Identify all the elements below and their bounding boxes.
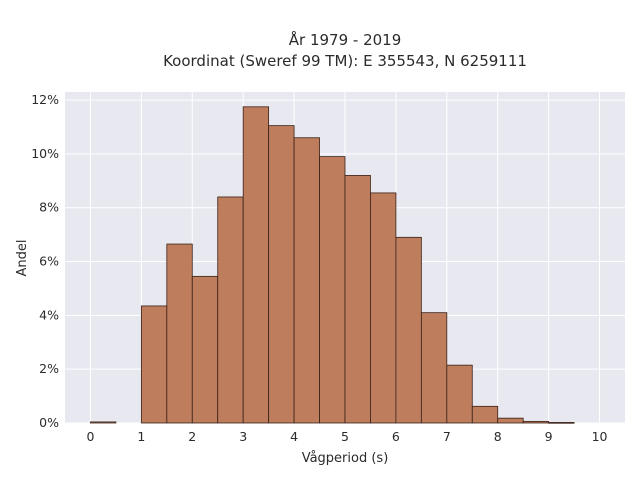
x-tick-label: 4 xyxy=(290,429,298,444)
x-tick-label: 0 xyxy=(86,429,94,444)
y-tick-label: 10% xyxy=(31,146,59,161)
histogram-bar xyxy=(90,421,117,424)
x-axis-label: Vågperiod (s) xyxy=(302,451,389,466)
histogram-bar xyxy=(522,420,550,424)
histogram-bar xyxy=(446,364,473,424)
histogram-bar xyxy=(420,312,448,424)
x-tick-label: 6 xyxy=(392,429,400,444)
histogram-bar xyxy=(166,243,193,424)
x-tick-label: 9 xyxy=(545,429,553,444)
histogram-bar xyxy=(344,175,371,424)
histogram-bar xyxy=(268,125,295,424)
x-tick-label: 2 xyxy=(188,429,196,444)
y-tick-label: 2% xyxy=(39,361,59,376)
y-tick-label: 8% xyxy=(39,200,59,215)
y-axis-label: Andel xyxy=(15,240,30,277)
x-tick-label: 5 xyxy=(341,429,349,444)
histogram-bar xyxy=(497,417,524,424)
chart-subtitle: Koordinat (Sweref 99 TM): E 355543, N 62… xyxy=(163,52,527,70)
histogram-bar xyxy=(191,275,219,424)
x-tick-label: 3 xyxy=(239,429,247,444)
y-tick-label: 12% xyxy=(31,92,59,107)
y-tick-label: 0% xyxy=(39,415,59,430)
bars xyxy=(90,106,575,424)
histogram-bar xyxy=(293,137,320,424)
x-tick-label: 10 xyxy=(592,429,608,444)
x-tick-label: 1 xyxy=(137,429,145,444)
histogram-bar xyxy=(395,236,422,424)
histogram-bar xyxy=(217,196,244,424)
y-tick-label: 6% xyxy=(39,254,59,269)
histogram-bar xyxy=(242,106,270,424)
y-axis-ticks: 0% 2% 4% 6% 8% 10% 12% xyxy=(31,92,59,430)
x-tick-label: 7 xyxy=(443,429,451,444)
histogram-bar xyxy=(471,405,499,424)
histogram-bar xyxy=(548,422,575,424)
x-tick-label: 8 xyxy=(494,429,502,444)
histogram-bar xyxy=(319,156,346,424)
y-tick-label: 4% xyxy=(39,307,59,322)
histogram-bar xyxy=(370,192,397,424)
x-axis-ticks: 0 1 2 3 4 5 6 7 8 9 10 xyxy=(86,429,607,444)
chart-title: År 1979 - 2019 xyxy=(289,30,402,49)
histogram-bar xyxy=(140,305,168,424)
